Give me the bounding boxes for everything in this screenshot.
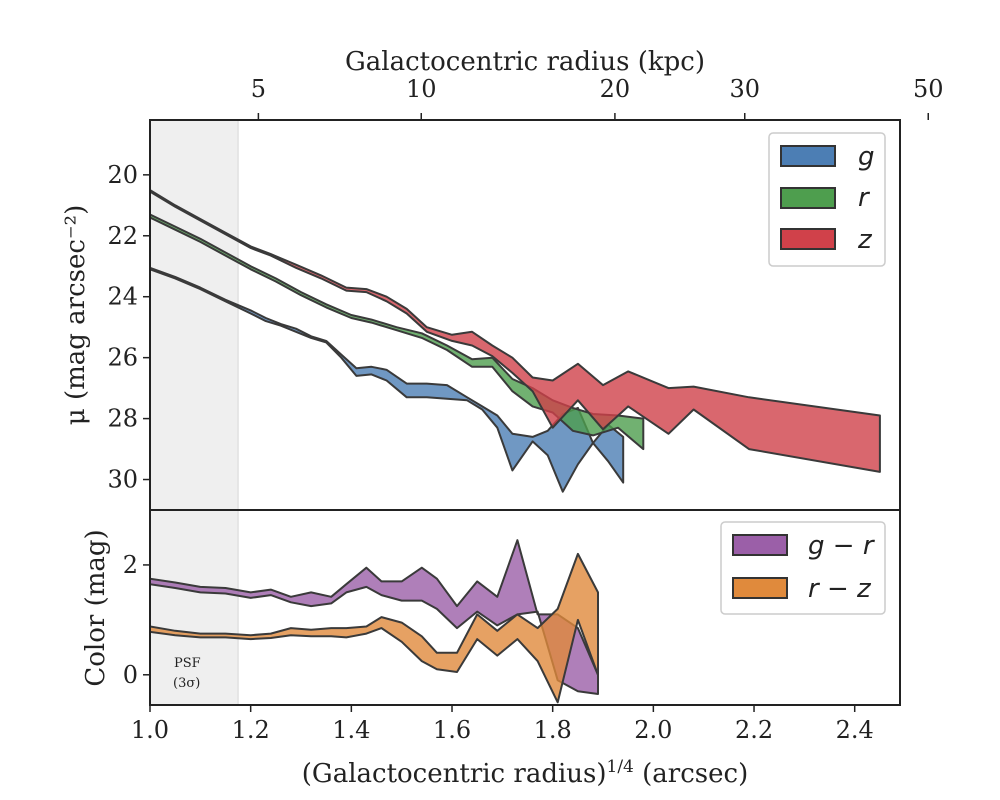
band-r---z <box>151 552 599 704</box>
legend-swatch-g-r <box>732 534 788 556</box>
bottom-panel-frame <box>149 509 901 706</box>
legend-label-r: r <box>858 183 871 213</box>
color-bands <box>151 539 599 704</box>
surface-brightness-bands <box>151 189 881 493</box>
y-tick-label-bottom: 0 <box>123 661 138 689</box>
y-tick-label-top: 28 <box>107 405 138 433</box>
band-g <box>151 267 625 493</box>
y-tick-label-top: 26 <box>107 344 138 372</box>
x-tick-label: 1.4 <box>332 716 370 744</box>
legend-swatch-g <box>780 145 836 167</box>
psf-region-top <box>149 119 239 511</box>
bottom-axis-title-main: (Galactocentric radius) <box>302 759 607 789</box>
y-tick-label-bottom: 2 <box>123 551 138 579</box>
top-legend: g r z <box>768 132 886 267</box>
band-r <box>151 213 645 451</box>
bottom-axis-title: (Galactocentric radius)1/4 (arcsec) <box>302 757 748 789</box>
legend-swatch-r <box>780 187 836 209</box>
band-g---r <box>151 539 599 695</box>
top-panel-ylabel: μ (mag arcsec⁻²) <box>61 205 91 425</box>
top-x-tick-label: 30 <box>729 75 760 103</box>
y-tick-label-top: 24 <box>107 283 138 311</box>
bottom-axis-title-unit: (arcsec) <box>634 759 748 789</box>
x-tick-label: 2.4 <box>836 716 874 744</box>
x-tick-label: 1.2 <box>232 716 270 744</box>
legend-label-r-z: r − z <box>808 574 872 604</box>
x-tick-label: 1.6 <box>433 716 471 744</box>
x-tick-label: 1.0 <box>131 716 169 744</box>
psf-sigma-label: (3σ) <box>173 676 200 691</box>
legend-label-g: g <box>858 142 875 172</box>
legend-swatch-r-z <box>732 577 788 599</box>
axis-ticks: 1.0 1.2 1.4 1.6 1.8 2.0 2.2 2.4 20 22 24 26 28 30 0 2 5 1… <box>107 75 944 744</box>
legend-swatch-z <box>780 228 836 250</box>
bottom-axis-title-exponent: 1/4 <box>607 757 634 777</box>
y-tick-label-top: 30 <box>107 466 138 494</box>
x-tick-label: 1.8 <box>534 716 572 744</box>
x-tick-label: 2.0 <box>634 716 672 744</box>
psf-label: PSF <box>174 656 201 671</box>
legend-label-z: z <box>857 225 873 255</box>
bottom-legend: g − r r − z <box>720 521 886 615</box>
y-tick-label-top: 22 <box>107 222 138 250</box>
top-x-tick-label: 5 <box>251 75 266 103</box>
y-tick-label-top: 20 <box>107 161 138 189</box>
bottom-panel-ylabel: Color (mag) <box>81 529 111 686</box>
top-x-tick-label: 20 <box>600 75 631 103</box>
legend-label-g-r: g − r <box>808 531 876 561</box>
x-tick-label: 2.2 <box>735 716 773 744</box>
band-z <box>151 189 881 473</box>
top-x-tick-label: 50 <box>913 75 944 103</box>
top-x-tick-label: 10 <box>406 75 437 103</box>
psf-region-bottom <box>149 509 239 706</box>
top-axis-title: Galactocentric radius (kpc) <box>345 47 705 77</box>
